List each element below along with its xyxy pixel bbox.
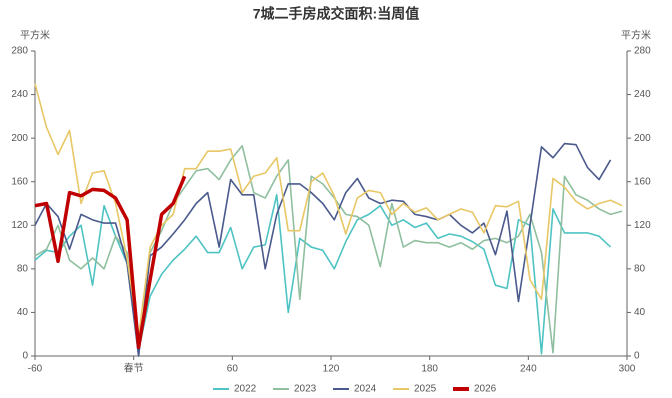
x-tick-label: 60 (227, 364, 239, 375)
series-line (34, 142, 612, 357)
y2-axis-label: 平方米 (621, 29, 651, 42)
y2-tick-label: 80 (634, 263, 646, 274)
y2-tick-label: 200 (634, 133, 651, 144)
y-tick-label: 120 (11, 220, 28, 231)
x-tick-label: 300 (619, 364, 636, 375)
y2-tick-label: 120 (634, 220, 651, 231)
series-line (34, 175, 187, 350)
legend-label: 2022 (234, 384, 257, 395)
legend-label: 2026 (474, 384, 497, 395)
y-tick-label: 280 (11, 46, 28, 57)
y-axis-label: 平方米 (20, 29, 50, 42)
legend-label: 2024 (354, 384, 377, 395)
series-line (34, 193, 612, 355)
chart-title: 7城二手房成交面积:当周值 (253, 6, 419, 22)
y-tick-label: 80 (17, 263, 29, 274)
x-tick-label: 120 (323, 364, 340, 375)
y-tick-label: 0 (22, 351, 28, 362)
y2-tick-label: 0 (634, 351, 640, 362)
x-tick-label: -60 (28, 364, 43, 375)
legend-label: 2023 (294, 384, 317, 395)
y2-tick-label: 160 (634, 176, 651, 187)
y-tick-label: 200 (11, 133, 28, 144)
y-tick-label: 160 (11, 176, 28, 187)
y2-tick-label: 280 (634, 46, 651, 57)
y-tick-label: 40 (17, 307, 29, 318)
y2-tick-label: 240 (634, 89, 651, 100)
x-tick-label: 240 (520, 364, 537, 375)
x-tick-label: 180 (421, 364, 438, 375)
x-tick-label: 春节 (124, 363, 144, 375)
y2-tick-label: 40 (634, 307, 646, 318)
y-tick-label: 240 (11, 89, 28, 100)
legend-label: 2025 (414, 384, 437, 395)
